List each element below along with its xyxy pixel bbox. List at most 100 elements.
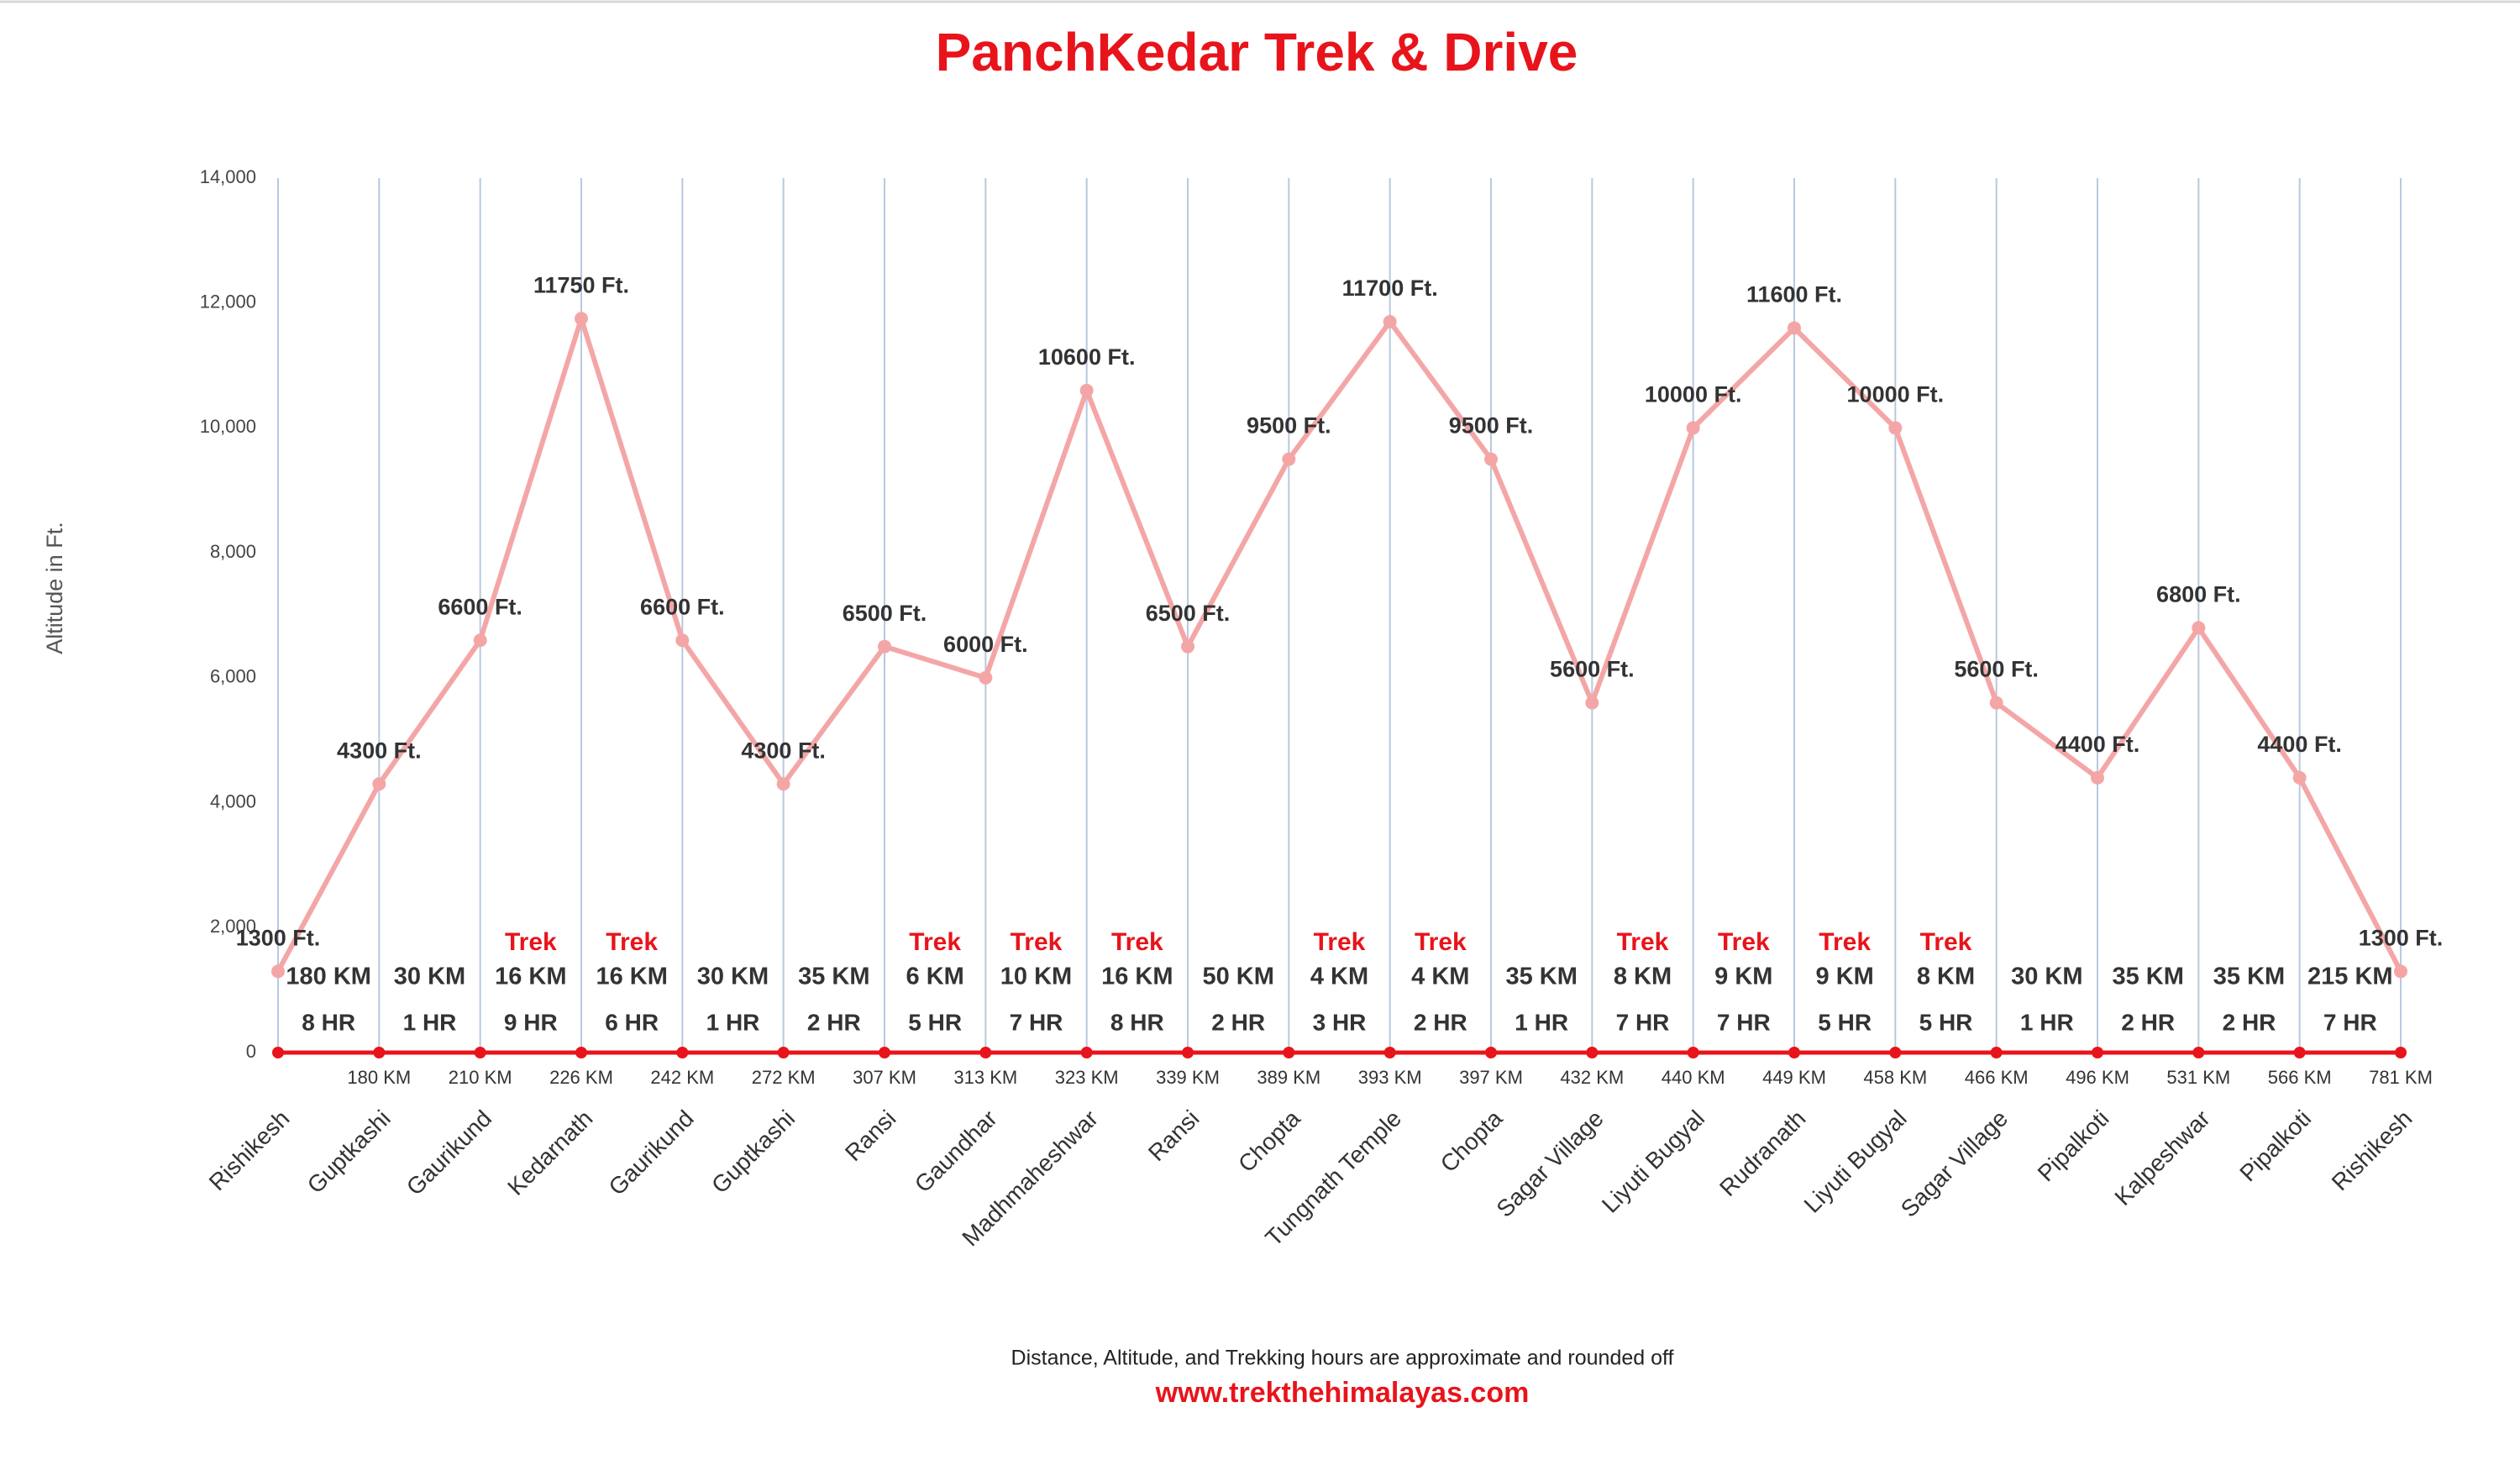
cumulative-distance: 272 KM <box>752 1067 816 1088</box>
value-label: 6500 Ft. <box>843 601 927 626</box>
segment-distance: 215 KM <box>2307 964 2393 990</box>
point <box>1788 321 1801 335</box>
y-axis-label: Altitude in Ft. <box>42 522 67 654</box>
point <box>1585 696 1599 710</box>
segment-mode: Trek <box>1617 928 1669 956</box>
point <box>1484 452 1498 466</box>
x-tick-label: Pipalkoti <box>2033 1106 2114 1187</box>
cumulative-distance: 449 KM <box>1762 1067 1826 1088</box>
cumulative-distance: 531 KM <box>2166 1067 2230 1088</box>
segment-time: 7 HR <box>1717 1009 1771 1035</box>
y-tick-label: 0 <box>246 1041 256 1062</box>
value-label: 4300 Ft. <box>337 738 422 763</box>
segment-distance: 8 KM <box>1614 964 1672 990</box>
y-tick-label: 6,000 <box>210 666 256 687</box>
y-tick-label: 8,000 <box>210 541 256 562</box>
cumulative-distance: 226 KM <box>549 1067 613 1088</box>
point <box>2394 964 2407 979</box>
x-tick-label: Liyuti Bugyal <box>1799 1106 1912 1218</box>
segment-time: 2 HR <box>2223 1009 2276 1035</box>
x-tick-label: Chopta <box>1233 1105 1305 1177</box>
x-tick-label: Ransi <box>840 1106 901 1167</box>
x-tick-label: Rishikesh <box>2327 1106 2418 1196</box>
segment-distance: 9 KM <box>1816 964 1874 990</box>
baseline-dot <box>1485 1047 1497 1058</box>
point <box>575 312 588 326</box>
point <box>1079 383 1094 397</box>
cumulative-distance: 393 KM <box>1358 1067 1422 1088</box>
point <box>1888 421 1903 435</box>
value-label: 6800 Ft. <box>2156 581 2241 607</box>
segment-distance: 35 KM <box>1505 964 1577 990</box>
segment-distance: 35 KM <box>2213 964 2285 990</box>
segment-distance: 30 KM <box>2011 964 2082 990</box>
point <box>1989 696 2003 710</box>
x-tick-label: Gaurikund <box>402 1106 496 1200</box>
x-tick-label: Gaurikund <box>604 1106 699 1200</box>
cumulative-distance: 242 KM <box>650 1067 714 1088</box>
chart-title: PanchKedar Trek & Drive <box>936 22 1578 82</box>
segment-distance: 16 KM <box>1101 964 1173 990</box>
segment-time: 2 HR <box>2121 1009 2175 1035</box>
value-label: 10000 Ft. <box>1645 382 1742 407</box>
cumulative-distance: 397 KM <box>1459 1067 1523 1088</box>
segment-mode: Trek <box>1314 928 1366 956</box>
segment-distance: 8 KM <box>1917 964 1975 990</box>
segment-time: 2 HR <box>807 1009 861 1035</box>
point <box>1383 315 1397 329</box>
baseline-dot <box>1080 1047 1093 1058</box>
segment-time: 9 HR <box>504 1009 558 1035</box>
baseline-dot <box>979 1047 992 1058</box>
y-tick-label: 2,000 <box>210 916 256 937</box>
baseline-dot <box>1586 1047 1599 1058</box>
baseline-dot <box>1687 1047 1699 1058</box>
baseline-dot <box>373 1047 386 1058</box>
segment-mode: Trek <box>1111 928 1163 956</box>
baseline-dot <box>676 1047 689 1058</box>
segment-time: 7 HR <box>1010 1009 1063 1035</box>
segment-distance: 30 KM <box>697 964 769 990</box>
cumulative-distance: 566 KM <box>2268 1067 2332 1088</box>
x-tick-label: Pipalkoti <box>2234 1106 2316 1187</box>
x-tick-label: Sagar Village <box>1896 1106 2013 1222</box>
value-label: 1300 Ft. <box>236 925 321 950</box>
point <box>271 964 285 979</box>
segment-time: 1 HR <box>706 1009 760 1035</box>
value-label: 6600 Ft. <box>640 594 725 619</box>
segment-mode: Trek <box>1718 928 1770 956</box>
cumulative-distance: 466 KM <box>1965 1067 2029 1088</box>
segment-time: 1 HR <box>1515 1009 1568 1035</box>
baseline-dot <box>1889 1047 1902 1058</box>
point <box>878 639 891 654</box>
footer-note: Distance, Altitude, and Trekking hours a… <box>1011 1347 1674 1370</box>
baseline-dot <box>1990 1047 2003 1058</box>
x-tick-label: Rishikesh <box>204 1106 295 1196</box>
point <box>2292 770 2307 785</box>
value-label: 6600 Ft. <box>438 594 522 619</box>
value-label: 5600 Ft. <box>1550 657 1635 682</box>
segment-time: 2 HR <box>1414 1009 1467 1035</box>
point <box>2192 621 2206 635</box>
cumulative-distance: 432 KM <box>1560 1067 1624 1088</box>
y-tick-label: 14,000 <box>200 166 256 187</box>
segment-mode: Trek <box>1415 928 1467 956</box>
value-label: 5600 Ft. <box>1954 657 2039 682</box>
segment-time: 7 HR <box>1616 1009 1670 1035</box>
cumulative-distance: 440 KM <box>1662 1067 1725 1088</box>
point <box>675 633 690 648</box>
point <box>1686 421 1700 435</box>
y-tick-label: 4,000 <box>210 790 256 811</box>
y-tick-label: 12,000 <box>200 291 256 312</box>
cumulative-distance: 307 KM <box>853 1067 916 1088</box>
value-label: 9500 Ft. <box>1247 413 1331 439</box>
segment-time: 8 HR <box>302 1009 355 1035</box>
value-label: 11700 Ft. <box>1342 276 1438 301</box>
point <box>473 633 487 648</box>
baseline-dot <box>1182 1047 1194 1058</box>
value-label: 11750 Ft. <box>533 272 629 297</box>
segment-mode: Trek <box>909 928 961 956</box>
baseline-dot <box>2293 1047 2306 1058</box>
segment-time: 1 HR <box>403 1009 457 1035</box>
segment-distance: 35 KM <box>798 964 869 990</box>
